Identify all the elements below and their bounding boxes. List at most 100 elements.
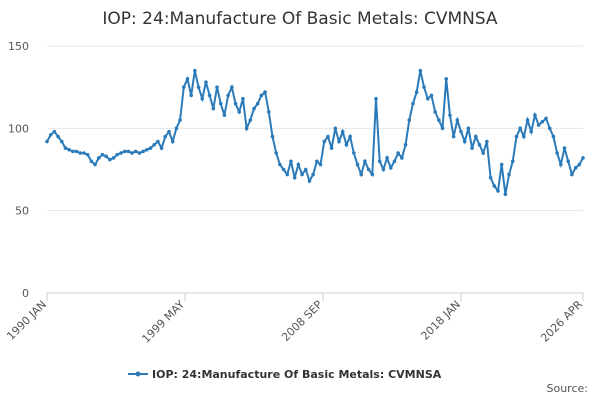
point: [119, 151, 123, 155]
point: [226, 93, 230, 98]
point: [167, 129, 171, 134]
point: [559, 162, 563, 167]
point: [422, 85, 426, 89]
point: [333, 126, 338, 131]
y-tick-label: 100: [8, 122, 29, 135]
point: [193, 68, 197, 73]
point: [374, 96, 378, 101]
point: [477, 143, 482, 147]
point: [344, 143, 349, 147]
point: [215, 85, 219, 89]
point: [444, 77, 449, 81]
x-tick-label: 2026 APR: [538, 298, 585, 345]
point: [566, 159, 571, 164]
point: [418, 68, 423, 73]
x-tick-label: 1999 MAY: [139, 298, 187, 346]
point: [233, 101, 238, 106]
point: [547, 126, 552, 131]
point: [474, 134, 478, 139]
source: Source:: [547, 382, 589, 395]
point: [403, 143, 408, 147]
point: [507, 172, 511, 177]
point: [278, 162, 282, 167]
point: [248, 118, 253, 122]
point: [407, 118, 412, 122]
point: [570, 172, 574, 177]
point: [89, 159, 94, 164]
point: [67, 147, 71, 152]
point: [181, 85, 186, 89]
point: [163, 134, 168, 139]
point: [292, 175, 297, 180]
point: [241, 96, 245, 101]
point: [522, 134, 526, 139]
point: [573, 166, 578, 170]
chart-title: IOP: 24:Manufacture Of Basic Metals: CVM…: [102, 9, 498, 29]
point: [440, 126, 445, 131]
point: [130, 151, 134, 155]
point: [56, 134, 60, 139]
point: [78, 151, 83, 155]
point: [381, 167, 386, 172]
point: [285, 172, 290, 177]
point: [115, 152, 120, 157]
point: [562, 146, 567, 150]
point: [462, 139, 467, 144]
point: [411, 101, 415, 106]
point: [159, 146, 164, 150]
point: [200, 96, 205, 101]
point: [503, 192, 508, 196]
point: [326, 134, 330, 139]
point: [499, 162, 504, 167]
point: [96, 156, 101, 160]
point: [196, 85, 201, 89]
point: [459, 129, 463, 134]
point: [448, 113, 452, 117]
point: [104, 154, 108, 159]
point: [485, 139, 489, 144]
point: [555, 151, 559, 155]
y-tick-label: 0: [22, 287, 29, 300]
point: [363, 159, 367, 164]
x-tick-label: 2018 JAN: [418, 298, 463, 343]
point: [322, 139, 327, 144]
series-line: [46, 70, 584, 195]
point: [315, 159, 319, 164]
point: [437, 118, 441, 122]
point: [156, 139, 160, 144]
point: [359, 172, 364, 177]
point: [52, 129, 57, 134]
point: [496, 189, 500, 193]
point: [152, 143, 156, 147]
point: [178, 118, 182, 122]
point: [340, 129, 345, 134]
legend-marker: [135, 371, 141, 377]
point: [204, 80, 208, 85]
point: [137, 151, 142, 155]
point: [370, 172, 375, 177]
point: [329, 146, 334, 150]
point: [400, 156, 404, 160]
point: [451, 134, 456, 139]
point: [300, 172, 304, 177]
point: [296, 162, 301, 167]
point: [433, 110, 437, 114]
point: [388, 166, 393, 170]
point: [71, 149, 75, 154]
point: [529, 129, 534, 134]
point: [141, 149, 145, 154]
point: [108, 157, 112, 162]
point: [540, 119, 545, 124]
point: [266, 110, 271, 114]
point: [252, 106, 256, 111]
point: [429, 93, 434, 98]
point: [126, 149, 131, 154]
point: [352, 151, 356, 155]
point: [377, 159, 382, 164]
point: [185, 77, 190, 81]
point: [211, 106, 216, 111]
point: [218, 101, 223, 106]
point: [514, 134, 519, 139]
point: [466, 126, 471, 131]
